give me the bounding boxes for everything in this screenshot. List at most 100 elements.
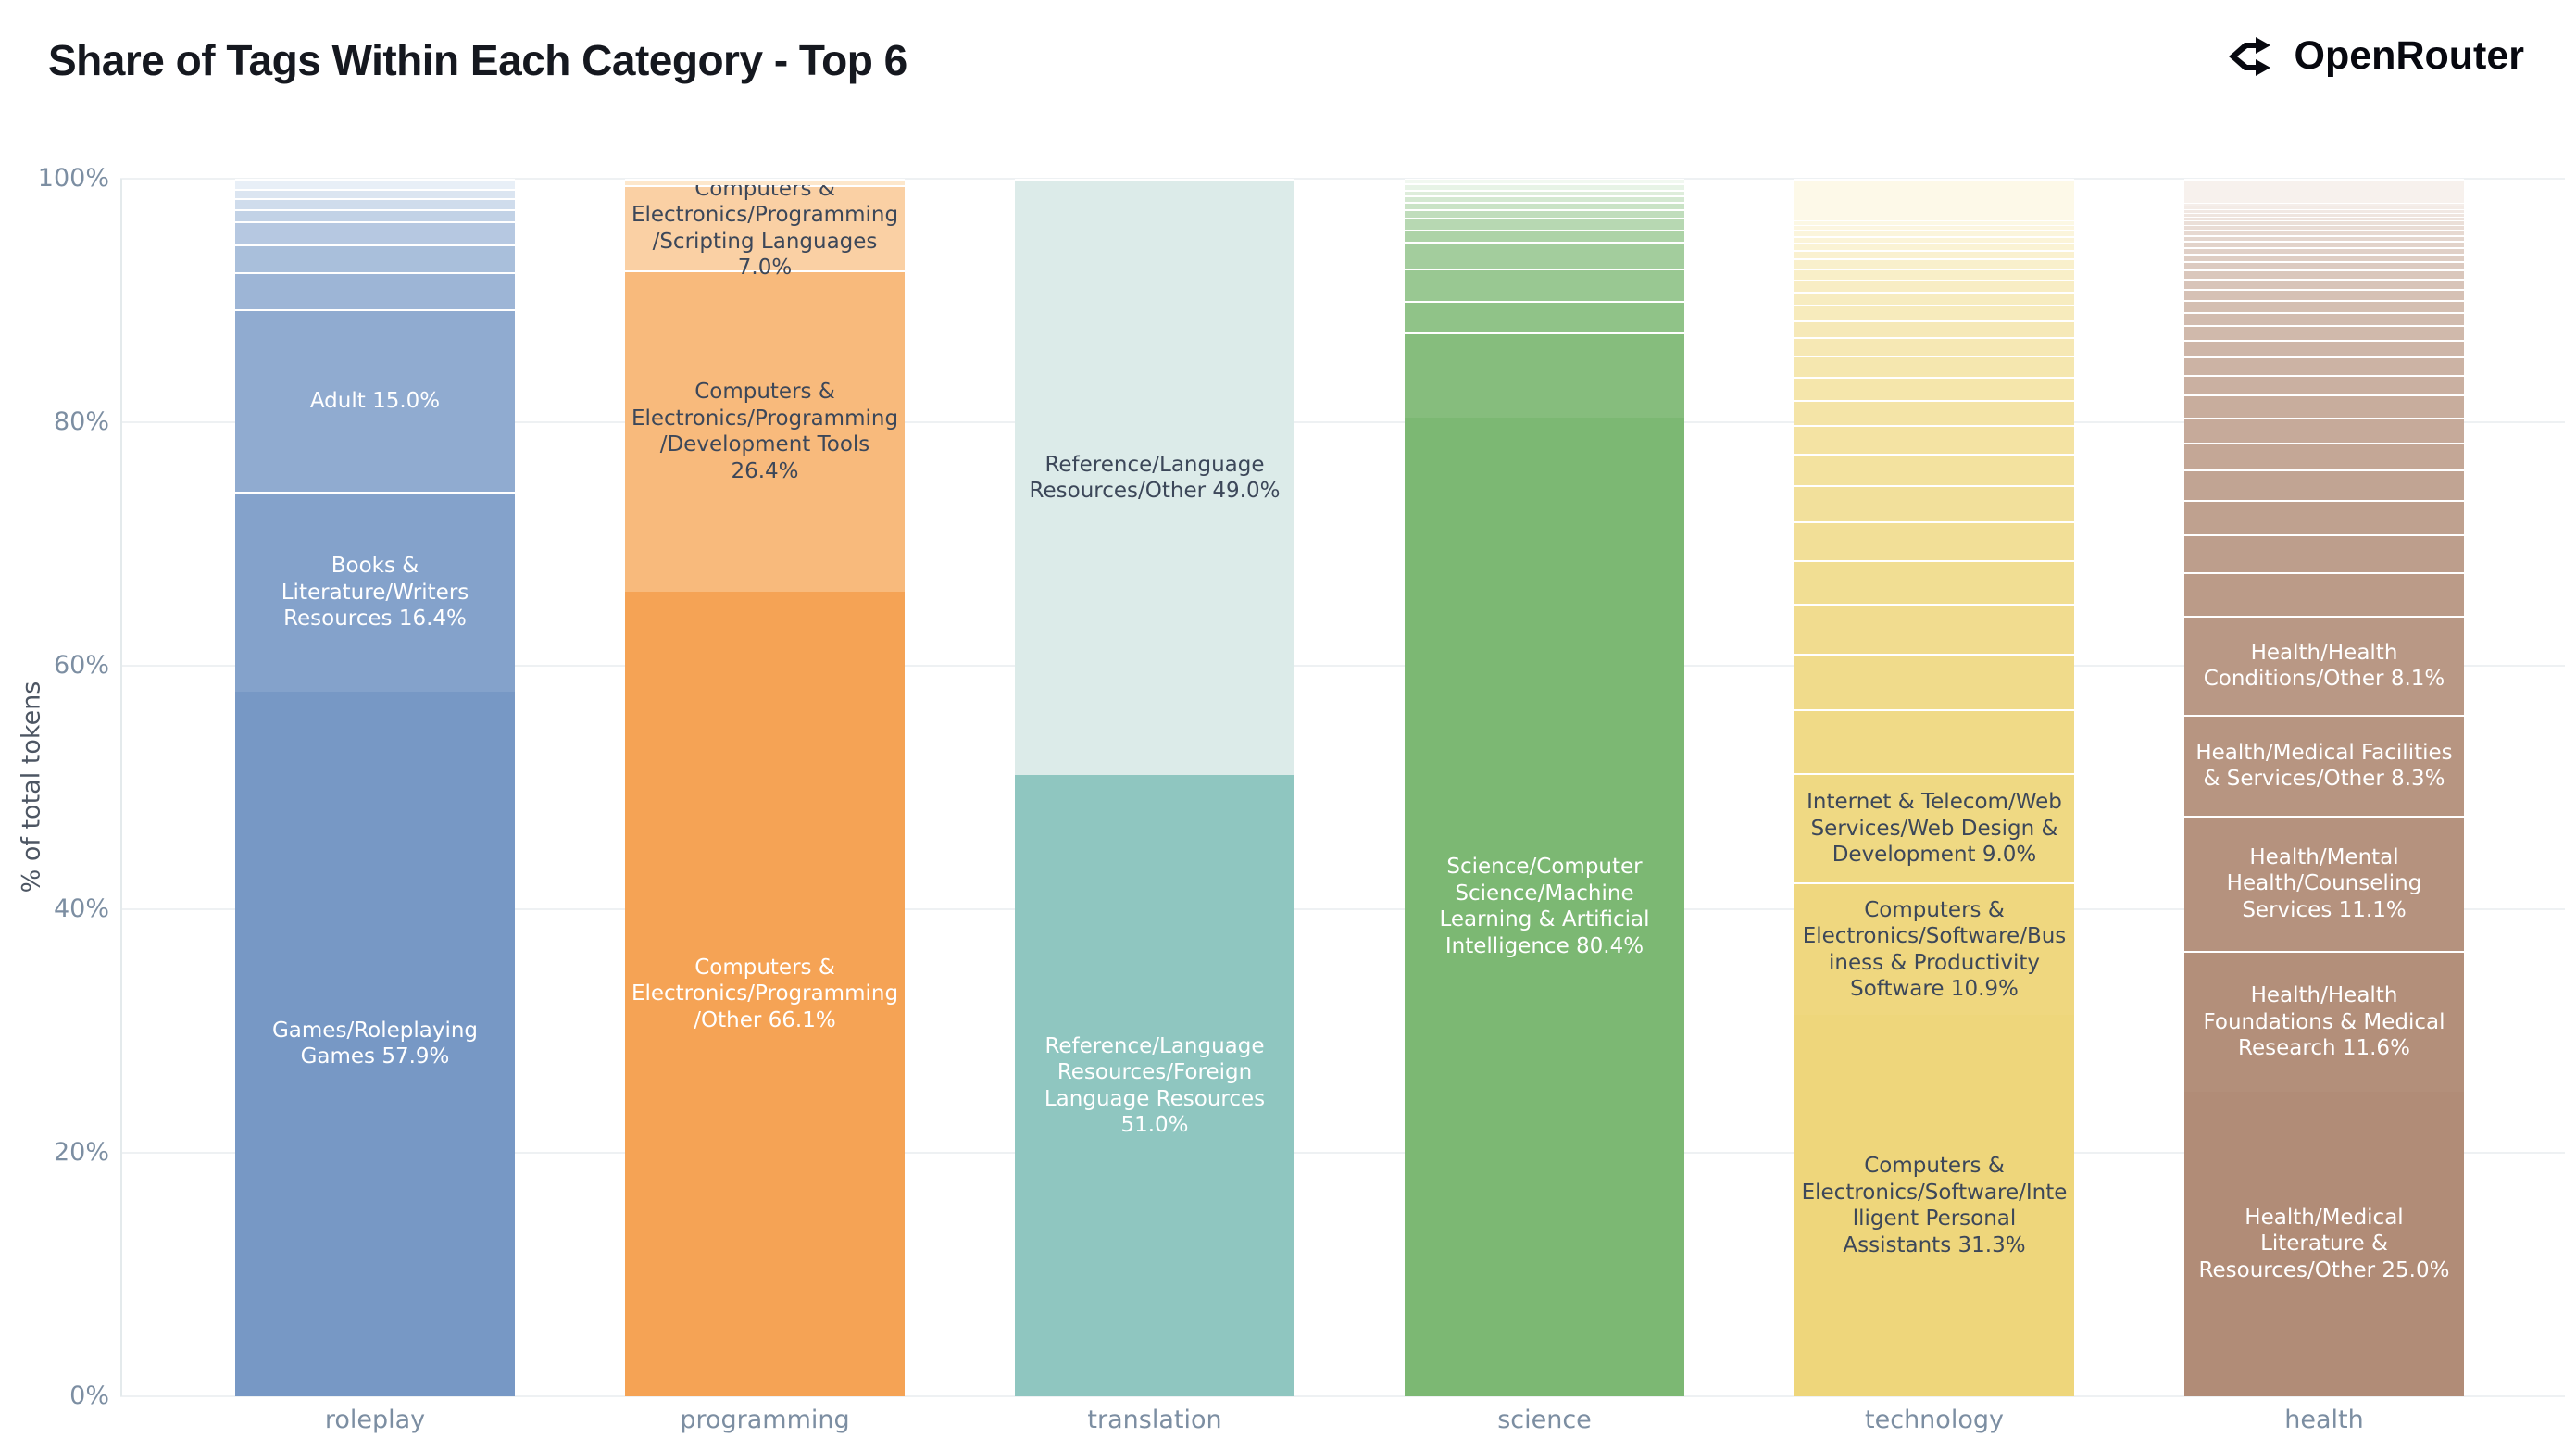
segment-health-3[interactable]: Health/Medical Facilities & Services/Oth… (2184, 714, 2464, 816)
segment-translation-1[interactable]: Reference/Language Resources/Other 49.0% (1015, 179, 1294, 776)
segment-health-0[interactable]: Health/Medical Literature & Resources/Ot… (2184, 1092, 2464, 1396)
segment-roleplay-0[interactable]: Games/Roleplaying Games 57.9% (235, 691, 515, 1396)
segment-label: Internet & Telecom/Web Services/Web Desi… (1807, 790, 2062, 868)
segment-health-other-21[interactable] (2184, 261, 2464, 270)
segment-health-other-33[interactable] (2184, 203, 2464, 206)
segment-health-other-25[interactable] (2184, 235, 2464, 242)
segment-science-other-3[interactable] (1405, 269, 1684, 301)
segment-health-other-7[interactable] (2184, 500, 2464, 534)
segment-label: Health/Medical Facilities & Services/Oth… (2195, 740, 2453, 792)
segment-health-other-17[interactable] (2184, 299, 2464, 312)
segment-technology-other-26[interactable] (1794, 219, 2074, 225)
segment-technology-other-22[interactable] (1794, 242, 2074, 250)
segment-technology-2[interactable]: Internet & Telecom/Web Services/Web Desi… (1794, 772, 2074, 883)
segment-science-other-1[interactable] (1405, 331, 1684, 418)
segment-health-other-24[interactable] (2184, 241, 2464, 247)
segment-technology-1[interactable]: Computers & Electronics/Software/Busines… (1794, 882, 2074, 1016)
segment-roleplay-other-7[interactable] (235, 198, 515, 209)
segment-health-other-13[interactable] (2184, 356, 2464, 375)
y-tick-label: 80% (53, 407, 109, 436)
segment-technology-other-19[interactable] (1794, 268, 2074, 280)
segment-health-other-29[interactable] (2184, 216, 2464, 221)
segment-health-other-9[interactable] (2184, 442, 2464, 470)
segment-technology-other-24[interactable] (1794, 230, 2074, 236)
segment-technology-other-16[interactable] (1794, 305, 2074, 320)
segment-science-other-4[interactable] (1405, 242, 1684, 269)
segment-health-other-6[interactable] (2184, 534, 2464, 572)
segment-health-2[interactable]: Health/Mental Health/Counseling Services… (2184, 815, 2464, 951)
segment-science-other-5[interactable] (1405, 230, 1684, 243)
segment-translation-0[interactable]: Reference/Language Resources/Foreign Lan… (1015, 775, 1294, 1396)
segment-technology-other-18[interactable] (1794, 279, 2074, 292)
segment-roleplay-other-6[interactable] (235, 208, 515, 222)
segment-label: Computers & Electronics/Software/Busines… (1802, 897, 2067, 1002)
segment-science-other-9[interactable] (1405, 195, 1684, 202)
segment-technology-other-21[interactable] (1794, 249, 2074, 259)
brand-name: OpenRouter (2294, 33, 2524, 78)
segment-health-4[interactable]: Health/Health Conditions/Other 8.1% (2184, 616, 2464, 715)
segment-health-other-15[interactable] (2184, 325, 2464, 341)
segment-health-other-26[interactable] (2184, 230, 2464, 236)
segment-programming-0[interactable]: Computers & Electronics/Programming/Othe… (625, 591, 905, 1396)
segment-science-other-12[interactable] (1405, 179, 1684, 184)
segment-health-other-22[interactable] (2184, 254, 2464, 262)
segment-roleplay-other-4[interactable] (235, 244, 515, 273)
segment-programming-1[interactable]: Computers & Electronics/Programming/Deve… (625, 269, 905, 592)
segment-technology-other-6[interactable] (1794, 559, 2074, 604)
segment-health-other-31[interactable] (2184, 208, 2464, 213)
segment-health-other-20[interactable] (2184, 269, 2464, 280)
segment-technology-other-11[interactable] (1794, 399, 2074, 426)
segment-roleplay-other-5[interactable] (235, 221, 515, 245)
segment-health-other-8[interactable] (2184, 469, 2464, 501)
segment-technology-other-9[interactable] (1794, 454, 2074, 486)
segment-science-other-8[interactable] (1405, 202, 1684, 209)
segment-technology-other-15[interactable] (1794, 319, 2074, 337)
segment-health-other-5[interactable] (2184, 571, 2464, 617)
segment-health-other-32[interactable] (2184, 206, 2464, 209)
segment-science-0[interactable]: Science/Computer Science/Machine Learnin… (1405, 417, 1684, 1396)
segment-roleplay-other-3[interactable] (235, 272, 515, 309)
segment-technology-other-10[interactable] (1794, 425, 2074, 455)
segment-science-other-6[interactable] (1405, 218, 1684, 231)
segment-roleplay-2[interactable]: Adult 15.0% (235, 308, 515, 492)
segment-programming-other-3[interactable] (625, 179, 905, 185)
segment-health-other-12[interactable] (2184, 374, 2464, 395)
segment-science-other-2[interactable] (1405, 300, 1684, 332)
segment-technology-other-13[interactable] (1794, 356, 2074, 377)
segment-science-other-7[interactable] (1405, 208, 1684, 219)
segment-health-other-18[interactable] (2184, 289, 2464, 300)
segment-health-other-30[interactable] (2184, 212, 2464, 217)
segment-technology-other-3[interactable] (1794, 709, 2074, 773)
segment-health-other-27[interactable] (2184, 225, 2464, 231)
segment-technology-other-27[interactable] (1794, 179, 2074, 220)
segment-health-other-11[interactable] (2184, 394, 2464, 418)
segment-health-other-28[interactable] (2184, 220, 2464, 226)
segment-science-other-10[interactable] (1405, 189, 1684, 196)
segment-health-other-23[interactable] (2184, 246, 2464, 255)
x-category-label-technology: technology (1865, 1406, 2004, 1434)
segment-technology-0[interactable]: Computers & Electronics/Software/Intelli… (1794, 1015, 2074, 1396)
segment-technology-other-14[interactable] (1794, 336, 2074, 356)
segment-roleplay-1[interactable]: Books & Literature/Writers Resources 16.… (235, 491, 515, 692)
segment-technology-other-25[interactable] (1794, 224, 2074, 231)
segment-health-other-10[interactable] (2184, 417, 2464, 443)
openrouter-brand-link[interactable]: OpenRouter (2226, 33, 2524, 79)
segment-technology-other-4[interactable] (1794, 653, 2074, 710)
segment-health-1[interactable]: Health/Health Foundations & Medical Rese… (2184, 950, 2464, 1093)
segment-technology-other-8[interactable] (1794, 485, 2074, 521)
segment-health-other-34[interactable] (2184, 179, 2464, 204)
segment-roleplay-other-9[interactable] (235, 179, 515, 189)
segment-health-other-16[interactable] (2184, 312, 2464, 326)
segment-health-other-19[interactable] (2184, 279, 2464, 290)
segment-technology-other-20[interactable] (1794, 258, 2074, 269)
segment-technology-other-23[interactable] (1794, 235, 2074, 243)
segment-science-other-11[interactable] (1405, 183, 1684, 190)
segment-technology-other-5[interactable] (1794, 603, 2074, 654)
segment-programming-2[interactable]: Computers & Electronics/Programming/Scri… (625, 177, 905, 280)
segment-health-other-14[interactable] (2184, 340, 2464, 356)
segment-technology-other-7[interactable] (1794, 520, 2074, 560)
segment-technology-other-17[interactable] (1794, 291, 2074, 306)
segment-technology-other-12[interactable] (1794, 376, 2074, 400)
gridline-80 (120, 421, 2565, 423)
segment-roleplay-other-8[interactable] (235, 188, 515, 199)
